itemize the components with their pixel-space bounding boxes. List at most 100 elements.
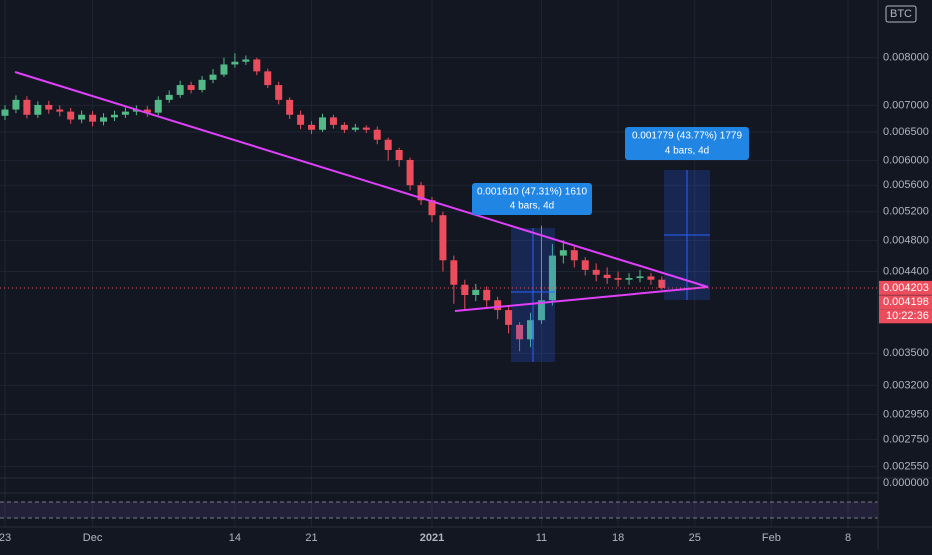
indicator-axis-label: 0.000000 (883, 477, 929, 489)
candle-body (472, 289, 480, 296)
candle-body (308, 124, 316, 130)
candle-body (505, 310, 513, 325)
y-tick-label: 0.008000 (883, 52, 929, 64)
candle-body (658, 279, 666, 288)
x-tick-label: 14 (229, 532, 241, 544)
y-tick-label: 0.002750 (883, 434, 929, 446)
candle-body (286, 99, 294, 115)
y-tick-label: 0.007000 (883, 99, 929, 111)
candle-body (494, 300, 502, 311)
annotation-subtext: 4 bars, 4d (510, 201, 554, 212)
candle-body (198, 79, 206, 90)
candle-body (450, 260, 458, 285)
candle-body (264, 71, 272, 86)
candle-body (362, 127, 370, 130)
candle-body (23, 99, 31, 115)
candle-body (121, 111, 129, 115)
y-tick-label: 0.002550 (883, 461, 929, 473)
candle-body (176, 85, 184, 95)
candle-body (647, 276, 655, 280)
y-tick-label: 0.003500 (883, 347, 929, 359)
candle-body (570, 250, 578, 261)
candle-body (12, 99, 20, 110)
candle-body (581, 260, 589, 270)
candle-body (537, 300, 545, 321)
x-tick-label: Dec (83, 532, 103, 544)
y-tick-label: 0.003200 (883, 379, 929, 391)
indicator-band (0, 502, 878, 518)
grid (0, 0, 878, 527)
symbol-tag (885, 5, 917, 23)
candle-body (297, 114, 305, 125)
annotation-text: 0.001610 (47.31%) 1610 (477, 187, 588, 198)
annotation-subtext: 4 bars, 4d (665, 146, 709, 157)
candle-body (592, 269, 600, 275)
candle-body (614, 278, 622, 280)
candle-body (143, 109, 151, 113)
candle-body (373, 129, 381, 140)
candle-body (340, 124, 348, 130)
trendline (14, 71, 709, 288)
y-tick-label: 0.006000 (883, 154, 929, 166)
candle-body (253, 59, 261, 72)
candle-body (89, 114, 97, 122)
candle-body (318, 117, 326, 130)
candles (1, 53, 666, 352)
candle-body (78, 114, 86, 120)
candle-body (45, 104, 53, 110)
price-tag (879, 295, 932, 310)
candle-body (154, 99, 162, 113)
x-tick-label: 18 (612, 532, 624, 544)
candle-body (34, 104, 42, 115)
candle-body (351, 127, 359, 130)
price-tag-label: 0.004198 (883, 296, 929, 308)
candle-body (516, 324, 524, 340)
candle-body (527, 320, 535, 340)
candle-body (231, 61, 239, 65)
x-tick-label: 2021 (420, 532, 444, 544)
x-tick-label: 11 (536, 532, 547, 544)
candle-body (625, 278, 633, 280)
y-tick-label: 0.004800 (883, 234, 929, 246)
trendline (454, 286, 709, 312)
candle-body (636, 276, 644, 279)
x-tick-label: 21 (305, 532, 317, 544)
candle-body (242, 59, 250, 62)
annotation-box (625, 127, 749, 160)
candle-body (461, 284, 469, 296)
candle-body (395, 149, 403, 160)
y-tick-label: 0.006500 (883, 126, 929, 138)
y-tick-label: 0.004400 (883, 265, 929, 277)
candle-body (100, 117, 108, 122)
y-tick-label: 0.005200 (883, 206, 929, 218)
y-tick-label: 0.002950 (883, 408, 929, 420)
y-tick-label: 0.005600 (883, 179, 929, 191)
candle-body (110, 114, 118, 118)
candle-body (329, 117, 337, 125)
candle-body (483, 289, 491, 301)
symbol-label: BTC (890, 8, 912, 20)
candle-body (548, 255, 556, 301)
candle-body (603, 274, 611, 279)
x-tick-label: 25 (689, 532, 701, 544)
candle-body (384, 139, 392, 150)
price-tag (879, 280, 932, 295)
price-tag-label: 0.004203 (883, 282, 929, 294)
candle-body (220, 64, 228, 75)
annotation-box (472, 183, 592, 215)
x-tick-label: 23 (0, 532, 11, 544)
price-axis: 0.008000 0.007000 0.006500 0.006000 0.005600… (879, 52, 932, 473)
candle-body (56, 109, 64, 112)
x-tick-label: Feb (762, 532, 781, 544)
candle-body (417, 185, 425, 201)
candle-body (187, 85, 195, 90)
candle-body (67, 111, 75, 120)
candle-body (428, 200, 436, 216)
candle-body (1, 109, 9, 116)
candle-body (406, 159, 414, 186)
candle-body (165, 94, 173, 100)
candle-body (209, 74, 217, 80)
annotation-text: 0.001779 (43.77%) 1779 (632, 131, 743, 142)
x-tick-label: 8 (845, 532, 851, 544)
